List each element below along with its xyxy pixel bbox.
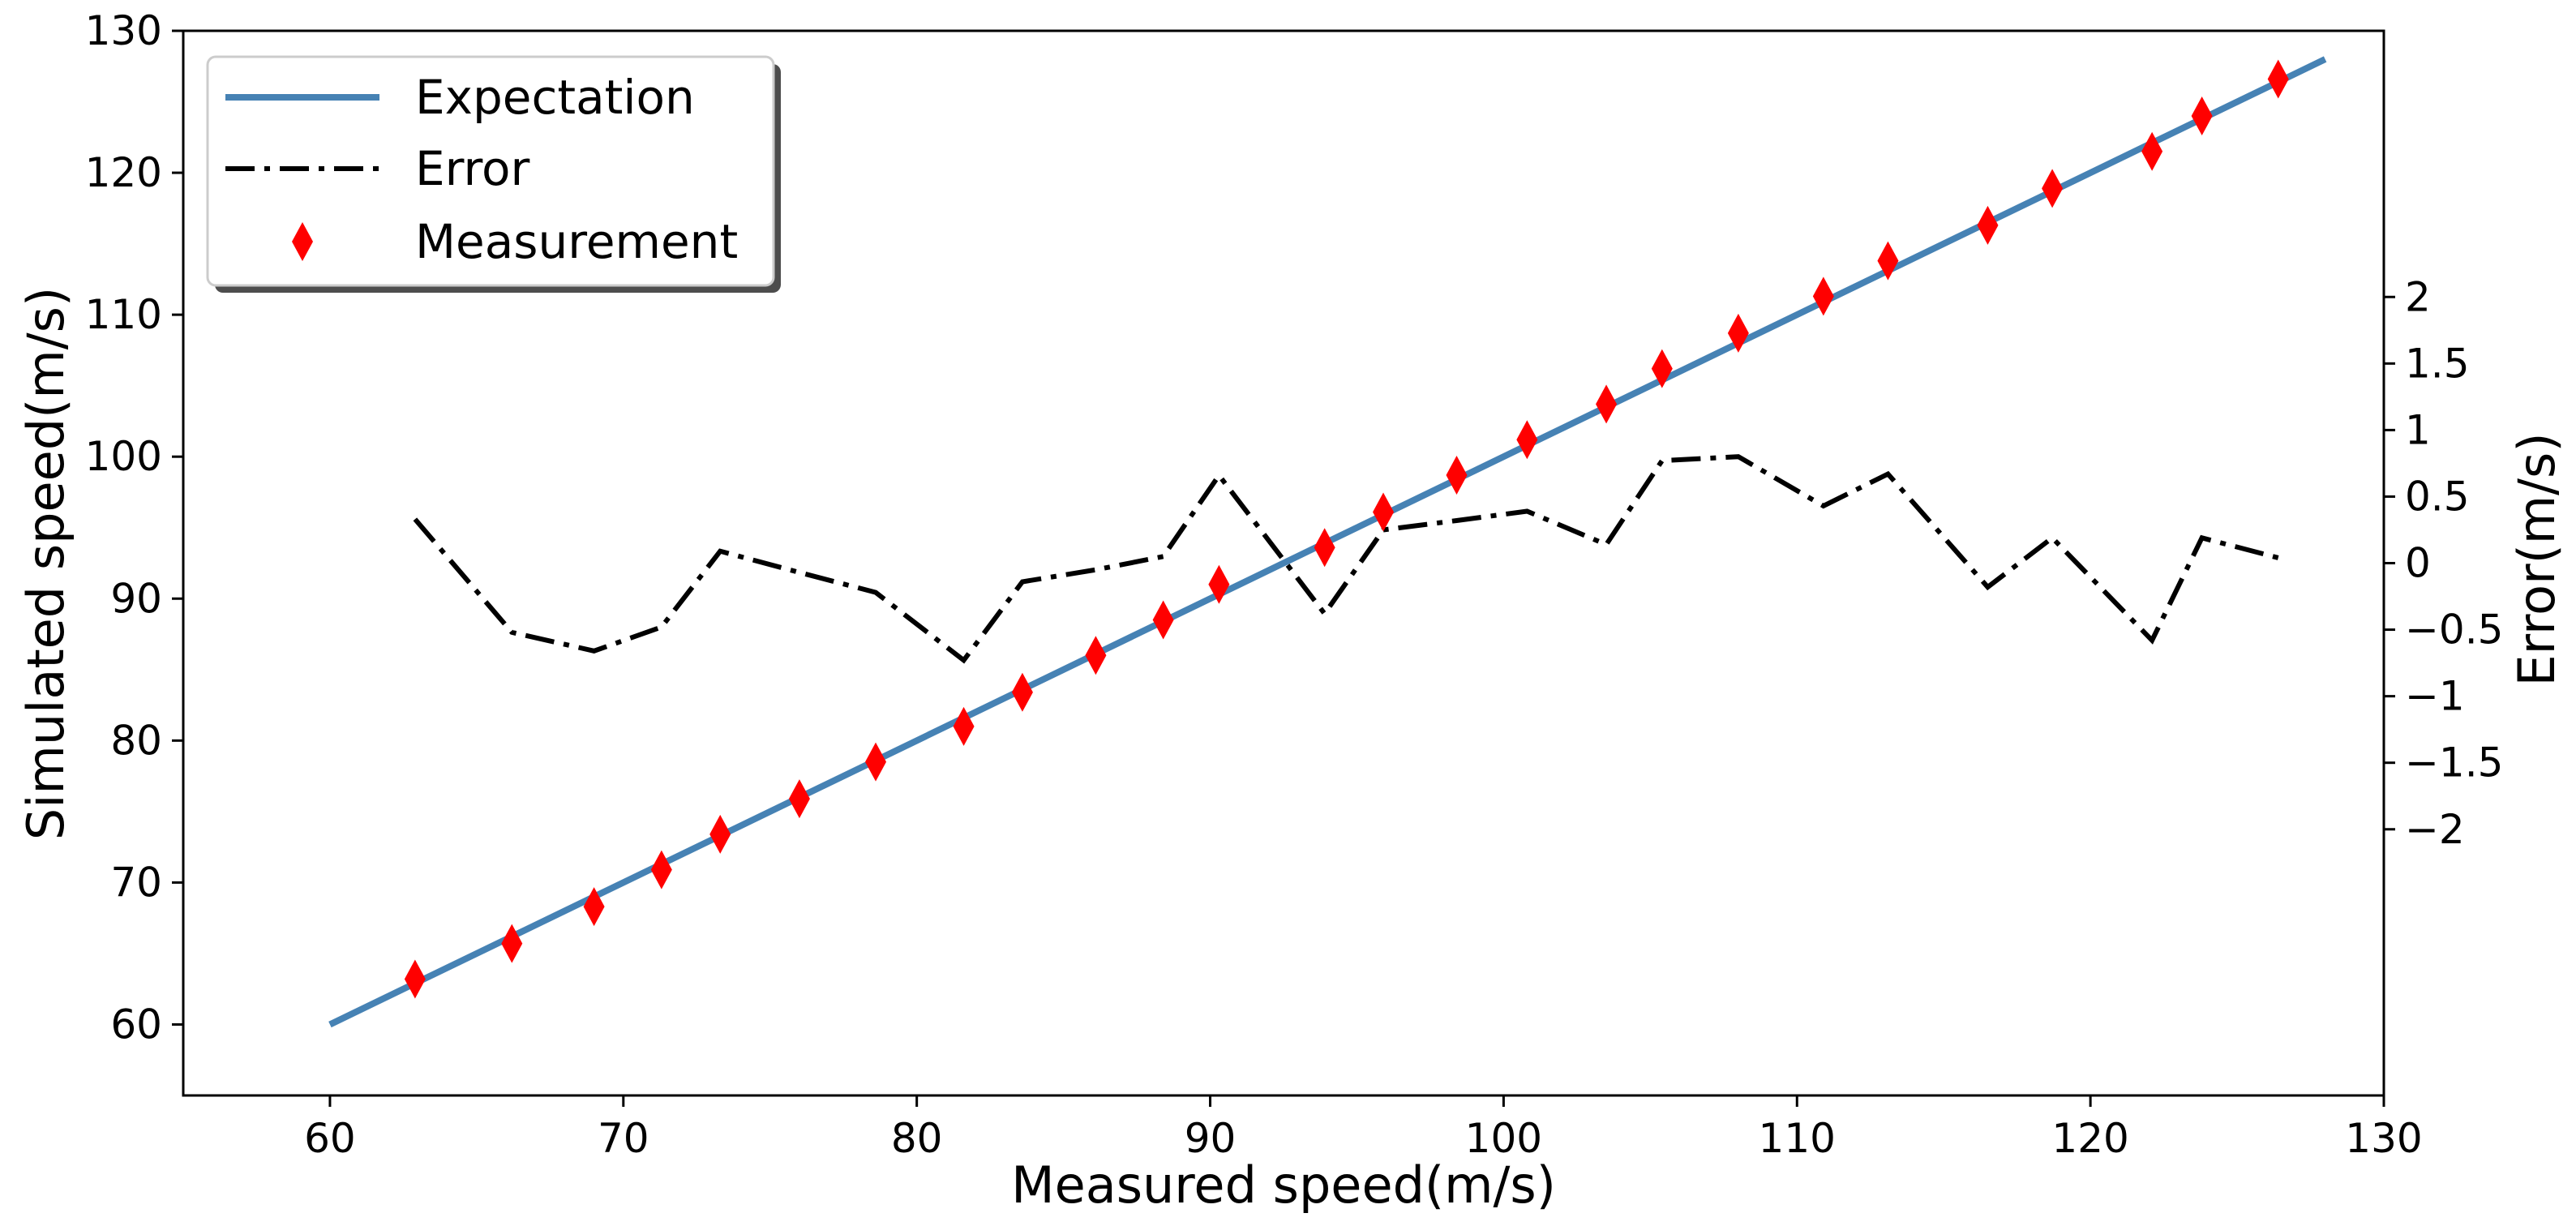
measurement-point <box>1651 349 1673 388</box>
measurement-point <box>1011 672 1033 712</box>
y-axis-right: −2 −1.5 −1 −0.5 0 0.5 1 1.5 2 <box>2384 273 2503 853</box>
y-tick-label: 130 <box>85 7 162 54</box>
measurement-point <box>865 742 887 782</box>
measurement-point <box>1085 636 1107 675</box>
measurement-point <box>953 706 975 746</box>
y2-tick-label: −1.5 <box>2405 739 2503 787</box>
measurement-point <box>583 887 605 927</box>
measurement-point <box>709 814 731 854</box>
y-tick-label: 70 <box>110 859 162 906</box>
error-line <box>413 454 2279 664</box>
measurement-point <box>1373 492 1395 532</box>
y2-tick-label: −1 <box>2405 673 2465 720</box>
y-axis-left: 60 70 80 90 100 110 120 130 <box>85 7 183 1048</box>
x-tick-label: 100 <box>1465 1115 1542 1162</box>
measurement-point <box>1877 241 1899 281</box>
measurement-point <box>650 850 672 889</box>
y-tick-label: 90 <box>110 575 162 622</box>
y-tick-label: 60 <box>110 1001 162 1048</box>
legend: Expectation Error Measurement <box>206 55 781 293</box>
legend-error-label: Error <box>415 141 530 196</box>
legend-measurement-swatch <box>292 222 313 261</box>
y2-tick-label: −2 <box>2405 806 2465 853</box>
x-tick-label: 120 <box>2051 1115 2128 1162</box>
y2-tick-label: 1.5 <box>2405 340 2470 387</box>
measurement-point <box>1977 205 1999 245</box>
y2-tick-label: 0.5 <box>2405 473 2470 520</box>
y-tick-label: 100 <box>85 433 162 480</box>
y-tick-label: 110 <box>85 291 162 338</box>
x-axis: 60 70 80 90 100 110 120 130 <box>304 1095 2423 1162</box>
measurement-point <box>2191 96 2213 136</box>
legend-box <box>206 55 775 287</box>
measurement-point <box>404 959 426 999</box>
y2-tick-label: −0.5 <box>2405 607 2503 654</box>
measurement-point <box>1812 276 1834 316</box>
legend-measurement-label: Measurement <box>415 214 738 269</box>
legend-expectation-label: Expectation <box>415 70 695 125</box>
measurement-point <box>2042 169 2064 208</box>
series-layer <box>328 56 2327 1028</box>
measurement-point <box>1208 564 1230 604</box>
measurement-point <box>1596 384 1618 424</box>
y2-tick-label: 0 <box>2405 540 2431 587</box>
measurement-point <box>1446 455 1468 495</box>
measurement-point <box>1152 600 1174 640</box>
measurement-point <box>1516 420 1538 460</box>
y2-tick-label: 2 <box>2405 273 2431 320</box>
x-tick-label: 80 <box>891 1115 943 1162</box>
x-tick-label: 110 <box>1759 1115 1836 1162</box>
x-tick-label: 90 <box>1185 1115 1237 1162</box>
measurement-point <box>1314 528 1335 568</box>
y-tick-label: 120 <box>85 149 162 196</box>
x-tick-label: 130 <box>2345 1115 2422 1162</box>
measurement-point <box>501 924 523 963</box>
x-axis-label: Measured speed(m/s) <box>1011 1155 1556 1215</box>
measurement-point <box>788 779 810 819</box>
x-tick-label: 60 <box>304 1115 356 1162</box>
x-tick-label: 70 <box>598 1115 649 1162</box>
measurement-point <box>2141 131 2163 171</box>
y-tick-label: 80 <box>110 717 162 764</box>
y2-tick-label: 1 <box>2405 406 2431 453</box>
y-axis-label: Simulated speed(m/s) <box>16 287 75 840</box>
measurement-point <box>1727 313 1749 353</box>
measurement-point <box>2267 59 2289 99</box>
y2-axis-label: Error(m/s) <box>2507 432 2566 686</box>
